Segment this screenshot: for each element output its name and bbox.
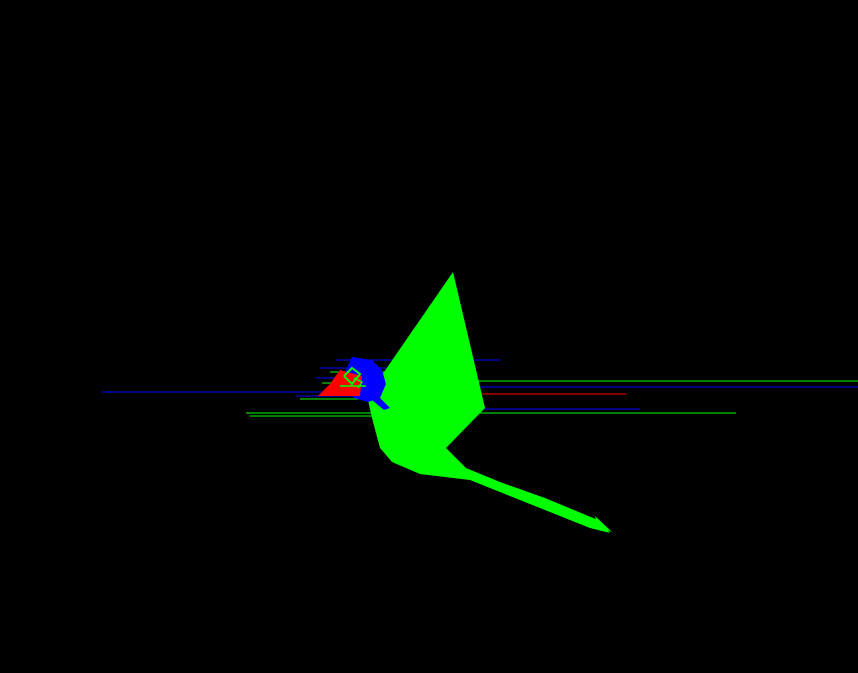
green-body-shape [368, 272, 612, 533]
green-tail [372, 418, 610, 533]
head-detail-strokes [340, 366, 366, 389]
green-tail-tip [595, 516, 612, 532]
red-face-cluster [318, 370, 362, 396]
green-wing-upper [368, 272, 485, 452]
green-eye-detail [343, 366, 362, 386]
red-beak [318, 370, 362, 396]
blue-beak-edge [372, 394, 390, 410]
